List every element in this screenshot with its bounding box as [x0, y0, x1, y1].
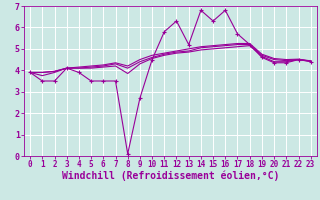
X-axis label: Windchill (Refroidissement éolien,°C): Windchill (Refroidissement éolien,°C) [62, 171, 279, 181]
